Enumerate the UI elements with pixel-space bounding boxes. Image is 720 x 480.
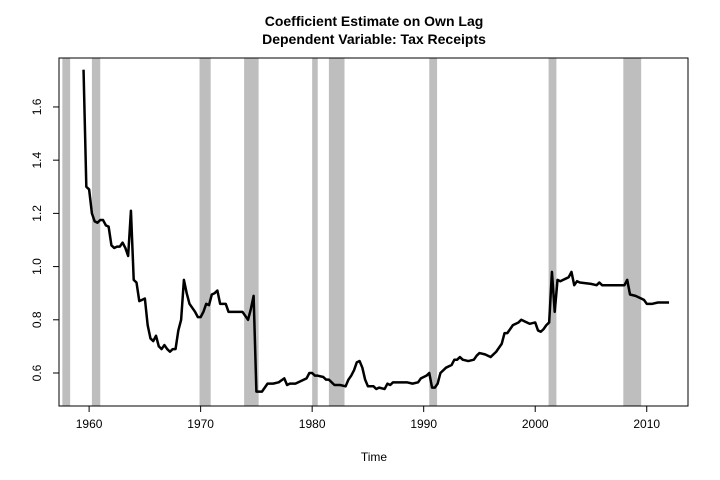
shaded-period [199, 58, 211, 406]
shaded-period [62, 58, 71, 406]
x-tick-label: 1980 [299, 417, 326, 431]
data-line [82, 69, 670, 393]
chart-title: Coefficient Estimate on Own Lag [265, 13, 484, 29]
x-tick-label: 2000 [522, 417, 549, 431]
shaded-period [328, 58, 345, 406]
x-tick-label: 1970 [187, 417, 214, 431]
shaded-period [548, 58, 557, 406]
y-tick-label: 1.2 [30, 205, 44, 222]
shaded-period [429, 58, 438, 406]
x-tick-label: 1960 [76, 417, 103, 431]
chart-subtitle: Dependent Variable: Tax Receipts [262, 31, 486, 47]
y-tick-label: 1.6 [30, 98, 44, 115]
y-tick-label: 1.0 [30, 258, 44, 275]
plot-frame [58, 57, 689, 407]
x-axis-label: Time [361, 450, 388, 464]
shaded-period [91, 58, 101, 406]
y-tick-label: 0.8 [30, 311, 44, 328]
x-tick-label: 2010 [633, 417, 660, 431]
shaded-period [312, 58, 318, 406]
y-tick-label: 0.6 [30, 364, 44, 381]
shaded-period [623, 58, 642, 406]
y-tick-label: 1.4 [30, 152, 44, 169]
x-tick-label: 1990 [410, 417, 437, 431]
